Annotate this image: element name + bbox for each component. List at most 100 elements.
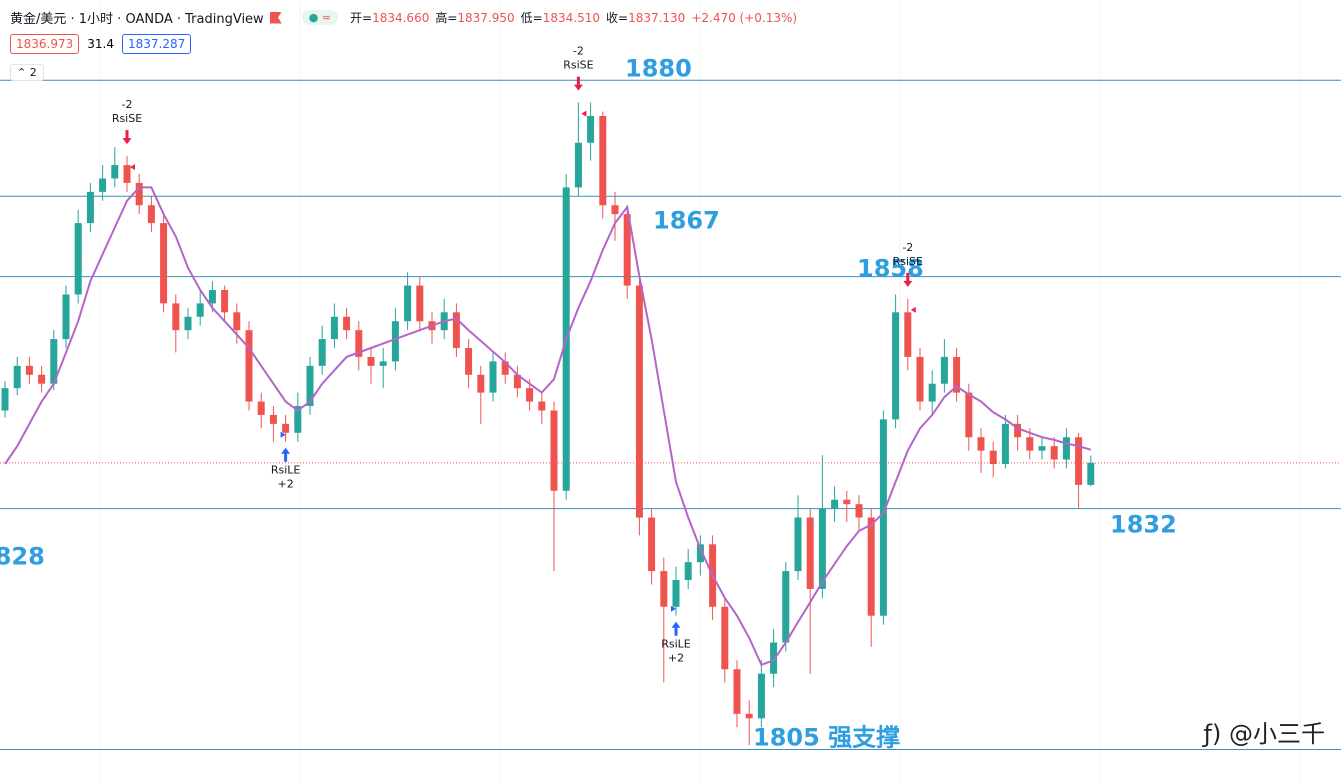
candle-body xyxy=(111,165,119,179)
low-value: 1834.510 xyxy=(542,11,600,25)
candle-body xyxy=(269,414,277,424)
legend: 黄金/美元 · 1小时 · OANDA · TradingView ● ≈ 开=… xyxy=(10,8,797,27)
signal-arrow xyxy=(671,621,681,636)
signal-arrow xyxy=(281,447,291,462)
signal-arrow xyxy=(903,272,913,287)
signal-label: RsiSE xyxy=(112,112,142,125)
candle-body xyxy=(489,361,497,393)
signal-arrow xyxy=(122,130,132,145)
candle-body xyxy=(989,450,997,465)
candle-body xyxy=(904,312,912,357)
bid[interactable]: 1836.973 xyxy=(10,34,80,54)
flag-icon[interactable] xyxy=(269,11,282,24)
candle-body xyxy=(404,285,412,322)
candle-body xyxy=(306,365,314,407)
level-label: 1805 强支撑 xyxy=(753,724,900,752)
low-key: 低= xyxy=(520,11,543,25)
candle-body xyxy=(892,312,900,420)
candle-body xyxy=(367,356,375,366)
signal-qty: +2 xyxy=(668,652,684,665)
candle-body xyxy=(135,182,143,206)
candle-body xyxy=(611,205,619,215)
candle-body xyxy=(977,437,985,451)
open-value: 1834.660 xyxy=(372,11,430,25)
candle-body xyxy=(965,392,973,438)
candle-body xyxy=(855,504,863,518)
candle-body xyxy=(721,606,729,670)
candle-body xyxy=(867,517,875,616)
signal-qty: -2 xyxy=(902,241,913,254)
high-key: 高= xyxy=(435,11,458,25)
close-key: 收= xyxy=(606,11,629,25)
candle-body xyxy=(416,285,424,322)
candle-body xyxy=(38,374,46,384)
candle-body xyxy=(770,642,778,674)
level-label: 1867 xyxy=(653,206,720,234)
candle-body xyxy=(391,321,399,362)
ask[interactable]: 1837.287 xyxy=(121,34,192,54)
signal-arrow xyxy=(573,76,583,91)
candle-body xyxy=(526,388,534,402)
signal-label: RsiLE xyxy=(661,638,691,651)
signal-label: RsiSE xyxy=(893,255,923,268)
candle-body xyxy=(1001,423,1009,465)
candle-body xyxy=(745,713,753,719)
candle-body xyxy=(782,571,790,643)
candle-body xyxy=(538,401,546,411)
candle-body xyxy=(635,285,643,518)
symbol: 黄金/美元 · 1小时 · OANDA · TradingView xyxy=(10,12,264,27)
candle-body xyxy=(806,517,814,589)
watermark: ƒ) @小三千 xyxy=(1203,720,1325,748)
signal-qty: -2 xyxy=(122,98,133,111)
signal-label: RsiLE xyxy=(271,464,301,477)
candle-body xyxy=(160,223,168,304)
candle-body xyxy=(733,669,741,714)
candle-body xyxy=(452,312,460,349)
candle-body xyxy=(355,330,363,357)
candle-body xyxy=(50,339,58,384)
moving-average xyxy=(4,186,1092,667)
status-pill[interactable]: ● ≈ xyxy=(301,10,339,25)
candle-body xyxy=(1075,437,1083,485)
candle-body xyxy=(757,673,765,719)
candle-body xyxy=(1038,446,1046,451)
change: +2.470 (+0.13%) xyxy=(691,10,798,25)
candle-body xyxy=(953,356,961,393)
candle-body xyxy=(1026,437,1034,451)
candle-body xyxy=(147,205,155,224)
open-key: 开= xyxy=(350,11,373,25)
signal-qty: -2 xyxy=(573,45,584,58)
candle-body xyxy=(13,365,21,389)
candle-body xyxy=(928,383,936,402)
signal-tick xyxy=(671,605,676,612)
candle-body xyxy=(587,116,595,143)
candle-body xyxy=(282,423,290,433)
candle-body xyxy=(1014,423,1022,438)
high-value: 1837.950 xyxy=(457,11,515,25)
candle-body xyxy=(62,294,70,340)
candle-body xyxy=(574,142,582,188)
signal-qty: +2 xyxy=(277,478,293,491)
candle-body xyxy=(648,517,656,572)
signal-tick xyxy=(280,431,286,438)
candle-body xyxy=(257,401,265,415)
signal-tick xyxy=(130,164,135,171)
candle-body xyxy=(74,223,82,295)
candle-body xyxy=(221,290,229,313)
collapse-button[interactable]: ⌃ 2 xyxy=(10,64,44,81)
indicator-count: 2 xyxy=(29,66,37,79)
signal-label: RsiSE xyxy=(563,59,593,72)
candle-body xyxy=(196,303,204,317)
candle-body xyxy=(330,316,338,340)
candle-body xyxy=(794,517,802,572)
level-label: 1880 xyxy=(625,54,692,82)
candle-body xyxy=(1,388,9,411)
candle-body xyxy=(1087,462,1095,485)
candle-body xyxy=(379,361,387,366)
quote-row: 1836.973 31.4 1837.287 xyxy=(10,34,192,54)
candle-body xyxy=(318,339,326,366)
candle-body xyxy=(465,348,473,375)
candle-body xyxy=(684,562,692,581)
candle-body xyxy=(1062,437,1070,460)
